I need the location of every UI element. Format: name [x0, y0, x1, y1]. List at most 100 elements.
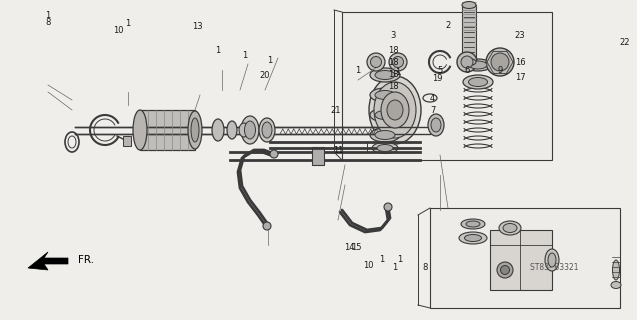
Text: 1: 1 [125, 19, 131, 28]
Text: 1: 1 [380, 255, 385, 265]
Polygon shape [430, 208, 620, 308]
Text: 1: 1 [268, 55, 273, 65]
Ellipse shape [468, 77, 487, 86]
Text: 11: 11 [333, 146, 343, 155]
Text: 18: 18 [388, 82, 398, 91]
Text: 10: 10 [362, 260, 373, 269]
Ellipse shape [372, 142, 398, 154]
Ellipse shape [241, 116, 259, 144]
Ellipse shape [270, 150, 278, 158]
Ellipse shape [370, 88, 400, 102]
Ellipse shape [369, 76, 421, 144]
Text: 18: 18 [388, 45, 398, 54]
Ellipse shape [457, 52, 477, 72]
Text: 18: 18 [388, 69, 398, 78]
Ellipse shape [613, 260, 620, 280]
Ellipse shape [375, 70, 395, 79]
Ellipse shape [501, 266, 510, 275]
Text: 14: 14 [344, 244, 354, 252]
Text: 1: 1 [355, 66, 361, 75]
Ellipse shape [392, 57, 403, 68]
Ellipse shape [370, 68, 400, 82]
Text: 2: 2 [445, 20, 450, 29]
Ellipse shape [462, 2, 476, 9]
Ellipse shape [497, 262, 513, 278]
Text: 1: 1 [396, 68, 401, 76]
Ellipse shape [431, 118, 441, 132]
Ellipse shape [245, 121, 255, 139]
Ellipse shape [377, 145, 393, 151]
Text: 4: 4 [429, 93, 434, 102]
Text: 9: 9 [497, 66, 503, 75]
Ellipse shape [464, 235, 482, 242]
Ellipse shape [491, 53, 509, 71]
Text: 18: 18 [388, 58, 398, 67]
Ellipse shape [469, 61, 487, 69]
Text: 8: 8 [422, 263, 427, 273]
Ellipse shape [461, 219, 485, 229]
Text: 6: 6 [464, 66, 469, 75]
Ellipse shape [464, 59, 492, 71]
Text: 1: 1 [397, 255, 403, 265]
Ellipse shape [375, 110, 395, 119]
Ellipse shape [463, 75, 493, 89]
Text: 8: 8 [45, 18, 51, 27]
Ellipse shape [262, 122, 272, 138]
Bar [140, 110, 195, 150]
Ellipse shape [188, 111, 202, 149]
Ellipse shape [259, 118, 275, 142]
Text: 23: 23 [515, 30, 526, 39]
Text: 1: 1 [242, 51, 248, 60]
Ellipse shape [263, 222, 271, 230]
Bar [462, 5, 476, 60]
Ellipse shape [384, 203, 392, 211]
Ellipse shape [389, 53, 407, 71]
Ellipse shape [381, 92, 409, 128]
Ellipse shape [548, 253, 556, 267]
Ellipse shape [371, 57, 382, 68]
Text: FR.: FR. [78, 255, 94, 265]
Ellipse shape [374, 82, 416, 138]
Text: 22: 22 [620, 37, 630, 46]
Text: 15: 15 [351, 244, 361, 252]
Ellipse shape [133, 110, 147, 150]
Text: 16: 16 [515, 58, 526, 67]
Ellipse shape [212, 119, 224, 141]
Bar [490, 230, 552, 290]
Text: 1: 1 [215, 45, 220, 54]
Bar [312, 147, 324, 165]
Ellipse shape [462, 59, 476, 66]
Ellipse shape [387, 100, 403, 120]
Ellipse shape [191, 118, 199, 142]
Ellipse shape [461, 56, 473, 68]
Text: 13: 13 [192, 21, 203, 30]
Text: ST83- B3321: ST83- B3321 [530, 263, 578, 273]
Ellipse shape [367, 53, 385, 71]
Ellipse shape [459, 232, 487, 244]
Ellipse shape [499, 221, 521, 235]
Text: 21: 21 [331, 106, 341, 115]
Ellipse shape [227, 121, 237, 139]
Polygon shape [28, 252, 68, 270]
Polygon shape [342, 12, 552, 160]
Text: 20: 20 [260, 70, 270, 79]
Text: 1: 1 [392, 263, 397, 273]
Ellipse shape [611, 282, 621, 289]
Text: 5: 5 [438, 66, 443, 75]
Text: 7: 7 [431, 106, 436, 115]
Text: 17: 17 [515, 73, 526, 82]
Ellipse shape [370, 128, 400, 142]
Ellipse shape [370, 108, 400, 122]
Text: 10: 10 [113, 26, 123, 35]
Text: 19: 19 [432, 74, 442, 83]
Ellipse shape [486, 48, 514, 76]
Text: 1: 1 [45, 11, 50, 20]
Ellipse shape [375, 131, 395, 140]
Ellipse shape [375, 91, 395, 100]
Ellipse shape [428, 114, 444, 136]
Ellipse shape [545, 249, 559, 271]
Ellipse shape [466, 221, 480, 227]
Ellipse shape [239, 123, 249, 137]
Text: 3: 3 [390, 30, 396, 39]
Bar [123, 136, 131, 146]
